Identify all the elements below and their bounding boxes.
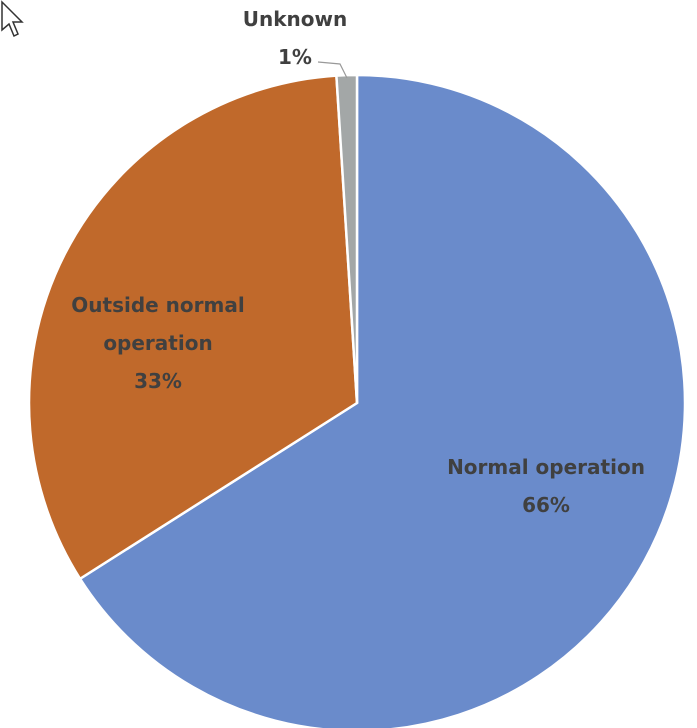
label-value: 33%	[134, 369, 182, 393]
data-label: Unknown 1%	[175, 0, 415, 76]
pie-slice	[27, 74, 359, 581]
pie-slice	[335, 73, 359, 404]
leader-line	[317, 61, 348, 79]
label-value: 1%	[278, 45, 312, 69]
label-value: 66%	[522, 493, 570, 517]
slices	[27, 73, 687, 728]
label-name: Outside normal operation	[71, 293, 245, 355]
pie-slice	[78, 73, 687, 728]
data-label: Normal operation 66%	[426, 448, 666, 524]
cursor	[1, 0, 24, 38]
label-name: Unknown	[242, 7, 348, 31]
data-label: Outside normal operation 33%	[38, 286, 278, 400]
label-name: Normal operation	[447, 455, 645, 479]
